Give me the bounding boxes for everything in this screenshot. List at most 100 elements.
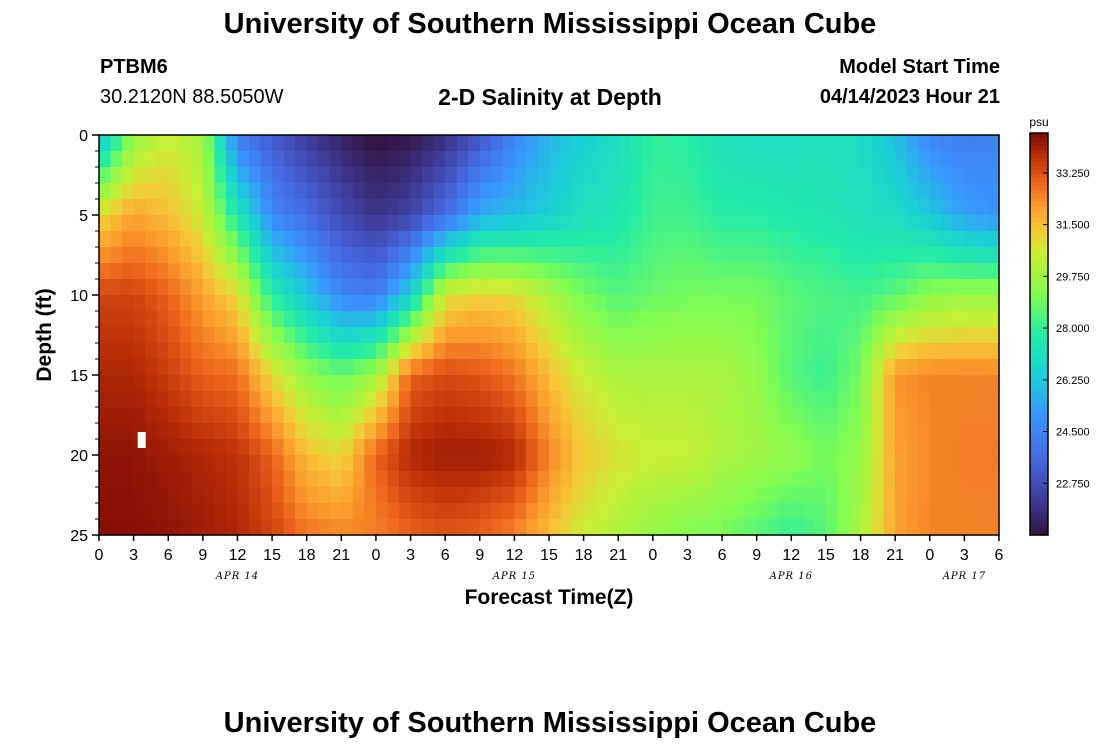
heatmap-cell	[918, 391, 931, 408]
heatmap-cell	[145, 247, 158, 264]
colorbar-segment	[1030, 390, 1048, 395]
heatmap-cell	[318, 311, 331, 328]
heatmap-cell	[675, 327, 689, 344]
heatmap-cell	[214, 247, 227, 264]
heatmap-cell	[156, 407, 169, 424]
heatmap-cell	[491, 183, 504, 200]
heatmap-cell	[745, 279, 758, 296]
heatmap-cell	[883, 455, 896, 472]
heatmap-cell	[410, 375, 423, 392]
heatmap-cell	[618, 263, 631, 280]
heatmap-cell	[433, 375, 446, 392]
heatmap-cell	[883, 375, 896, 392]
heatmap-cell	[214, 135, 227, 152]
heatmap-cell	[537, 135, 550, 152]
heatmap-cell	[572, 151, 585, 168]
heatmap-cell	[918, 407, 931, 424]
heatmap-cell	[606, 135, 619, 152]
colorbar-frame	[1029, 132, 1049, 536]
heatmap-cell	[99, 295, 112, 312]
heatmap-cell	[906, 167, 919, 184]
heatmap-cell	[618, 279, 631, 296]
heatmap-cell	[537, 167, 550, 184]
heatmap-cell	[468, 279, 481, 296]
heatmap-cell	[237, 439, 250, 456]
heatmap-cell	[399, 359, 412, 376]
heatmap-cell	[641, 183, 654, 200]
heatmap-cell	[791, 231, 804, 248]
heatmap-cell	[422, 231, 435, 248]
heatmap-cell	[664, 199, 677, 216]
heatmap-cell	[375, 311, 389, 328]
heatmap-cell	[295, 343, 308, 360]
y-tick-label: 15	[70, 368, 88, 385]
heatmap-cell	[722, 215, 735, 232]
heatmap-cell	[756, 295, 769, 312]
heatmap-cell	[110, 455, 123, 472]
heatmap-cell	[329, 391, 342, 408]
heatmap-cell	[975, 183, 989, 200]
heatmap-cell	[352, 295, 365, 312]
colorbar-tick-label: 28.000	[1056, 323, 1090, 335]
heatmap-cell	[514, 167, 527, 184]
heatmap-cell	[283, 151, 296, 168]
heatmap-cell	[872, 455, 885, 472]
heatmap-cell	[906, 199, 919, 216]
heatmap-cell	[341, 167, 354, 184]
heatmap-cell	[722, 327, 735, 344]
heatmap-cell	[895, 295, 908, 312]
heatmap-cell	[329, 503, 342, 520]
heatmap-cell	[975, 343, 989, 360]
heatmap-cell	[329, 439, 342, 456]
heatmap-cell	[122, 215, 135, 232]
heatmap-cell	[445, 183, 458, 200]
heatmap-cell	[802, 279, 815, 296]
heatmap-cell	[225, 455, 239, 472]
heatmap-cell	[941, 295, 954, 312]
heatmap-cell	[572, 503, 585, 520]
heatmap-cell	[975, 215, 989, 232]
heatmap-cell	[791, 279, 804, 296]
heatmap-cell	[549, 471, 562, 488]
heatmap-cell	[329, 167, 342, 184]
heatmap-cell	[560, 151, 573, 168]
heatmap-cell	[606, 439, 619, 456]
colorbar-segment	[1030, 510, 1048, 516]
heatmap-cell	[456, 487, 469, 504]
heatmap-cell	[306, 423, 319, 440]
heatmap-cell	[895, 183, 908, 200]
heatmap-cell	[583, 375, 596, 392]
heatmap-cell	[895, 311, 908, 328]
colorbar-segment	[1030, 245, 1048, 251]
heatmap-cell	[329, 519, 342, 536]
x-tick-label: 15	[263, 547, 281, 564]
heatmap-cell	[745, 199, 758, 216]
heatmap-cell	[814, 263, 827, 280]
heatmap-cell	[895, 375, 908, 392]
heatmap-cell	[802, 135, 815, 152]
heatmap-cell	[699, 343, 712, 360]
heatmap-cell	[814, 359, 827, 376]
heatmap-cell	[214, 519, 227, 536]
heatmap-cell	[987, 519, 1000, 536]
heatmap-cell	[168, 167, 181, 184]
colorbar-segment	[1030, 193, 1048, 198]
heatmap-cell	[710, 183, 723, 200]
heatmap-cell	[629, 375, 642, 392]
heatmap-cell	[549, 519, 562, 536]
heatmap-cell	[214, 471, 227, 488]
heatmap-cell	[883, 343, 896, 360]
heatmap-cell	[133, 407, 146, 424]
heatmap-cell	[375, 167, 389, 184]
heatmap-cell	[422, 391, 435, 408]
heatmap-cell	[733, 519, 746, 536]
heatmap-cell	[549, 487, 562, 504]
heatmap-cell	[814, 151, 827, 168]
heatmap-cell	[768, 471, 781, 488]
heatmap-cell	[214, 423, 227, 440]
colorbar-segment	[1030, 233, 1048, 239]
colorbar-segment	[1030, 514, 1048, 520]
heatmap-cell	[479, 135, 492, 152]
colorbar-segment	[1030, 502, 1048, 508]
heatmap-cell	[295, 295, 308, 312]
